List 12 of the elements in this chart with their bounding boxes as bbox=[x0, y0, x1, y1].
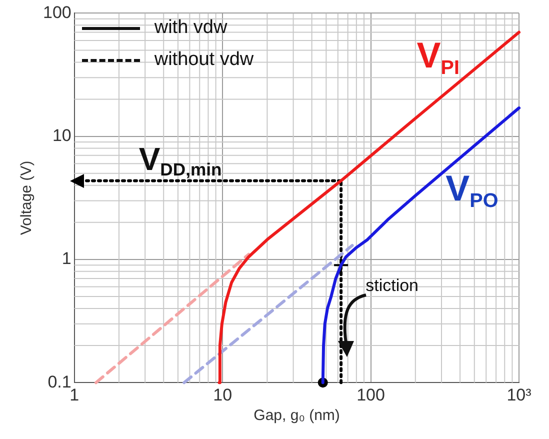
y-tick-label: 10 bbox=[52, 126, 72, 146]
annotation: without vdw bbox=[154, 49, 254, 72]
x-tick-label: 10 bbox=[213, 385, 232, 404]
y-axis-title: Voltage (V) bbox=[18, 160, 36, 236]
y-tick-label: 1 bbox=[62, 249, 72, 268]
annotation: stiction bbox=[366, 276, 419, 296]
y-tick-label: 100 bbox=[42, 2, 72, 22]
y-tick-label: 0.1 bbox=[48, 372, 72, 392]
x-axis-title: Gap, g₀ (nm) bbox=[254, 406, 340, 424]
x-tick-label: 100 bbox=[356, 385, 385, 404]
annotation: with vdw bbox=[154, 17, 228, 40]
x-tick-label: 10³ bbox=[506, 385, 532, 404]
